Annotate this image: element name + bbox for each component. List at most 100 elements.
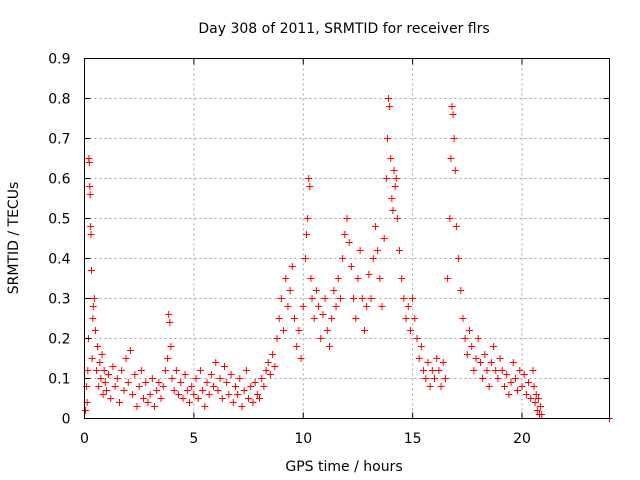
data-point xyxy=(530,383,538,390)
data-point xyxy=(496,355,504,362)
data-point xyxy=(116,399,123,406)
data-point xyxy=(533,407,541,414)
data-point xyxy=(332,303,340,310)
data-point xyxy=(256,395,263,402)
data-point xyxy=(307,275,315,282)
data-point xyxy=(503,371,511,378)
data-point xyxy=(137,367,145,374)
data-point xyxy=(457,287,465,294)
data-point xyxy=(216,375,224,382)
data-point xyxy=(350,295,358,302)
data-point xyxy=(481,351,489,358)
data-point xyxy=(109,363,117,370)
data-point xyxy=(280,327,288,334)
data-point xyxy=(286,287,294,294)
data-point xyxy=(516,367,524,374)
data-point xyxy=(347,263,355,270)
data-point xyxy=(120,387,128,394)
data-point xyxy=(426,383,434,390)
data-point xyxy=(271,363,279,370)
y-tick-label: 0.8 xyxy=(48,92,70,108)
data-point xyxy=(406,327,414,334)
data-point xyxy=(196,367,204,374)
data-point xyxy=(297,355,305,362)
data-point xyxy=(210,383,218,390)
data-point xyxy=(439,359,447,366)
data-point xyxy=(293,343,301,350)
data-point xyxy=(214,387,222,394)
data-point xyxy=(227,371,235,378)
data-point xyxy=(97,375,105,382)
data-point xyxy=(93,367,101,374)
data-point xyxy=(234,391,242,398)
data-point xyxy=(99,391,107,398)
data-point xyxy=(451,167,459,174)
data-point xyxy=(323,327,331,334)
data-point xyxy=(172,367,180,374)
data-point xyxy=(88,267,95,274)
data-point xyxy=(236,375,244,382)
data-point xyxy=(89,315,97,322)
data-point xyxy=(538,411,546,418)
y-tick-label: 0.7 xyxy=(48,132,70,148)
x-tick-label: 10 xyxy=(294,431,312,447)
data-point xyxy=(306,183,314,190)
data-point xyxy=(166,319,174,326)
data-point xyxy=(339,255,347,262)
data-point xyxy=(170,387,178,394)
data-point xyxy=(494,375,502,382)
data-point xyxy=(378,303,386,310)
data-point xyxy=(201,403,209,410)
y-tick-label: 0.2 xyxy=(48,332,70,348)
data-point xyxy=(188,383,196,390)
data-point xyxy=(223,379,231,386)
data-point xyxy=(520,371,528,378)
data-point xyxy=(183,387,191,394)
data-point xyxy=(151,403,158,410)
data-point xyxy=(479,375,487,382)
data-point xyxy=(262,367,270,374)
data-point xyxy=(334,275,342,282)
data-point xyxy=(101,379,109,386)
data-point xyxy=(301,255,309,262)
data-point xyxy=(492,367,500,374)
data-point xyxy=(490,343,498,350)
data-point xyxy=(148,375,156,382)
data-point xyxy=(345,239,353,246)
data-point xyxy=(444,275,452,282)
data-point xyxy=(96,359,104,366)
data-point xyxy=(124,379,132,386)
data-point xyxy=(354,275,362,282)
x-axis: 0 5 10 15 20 xyxy=(80,58,531,447)
data-point xyxy=(282,275,290,282)
data-point xyxy=(417,343,425,350)
data-point xyxy=(343,215,351,222)
data-point xyxy=(88,355,96,362)
data-point xyxy=(291,315,298,322)
data-point xyxy=(245,395,253,402)
data-point xyxy=(295,327,303,334)
data-point xyxy=(131,371,139,378)
data-point xyxy=(310,315,318,322)
y-axis-label: SRMTID / TECUs xyxy=(6,182,22,295)
x-tick-label: 15 xyxy=(404,431,422,447)
gridlines xyxy=(84,58,610,419)
data-point xyxy=(312,287,320,294)
data-point xyxy=(328,315,336,322)
data-point xyxy=(192,375,200,382)
data-point xyxy=(155,379,163,386)
data-point xyxy=(532,391,540,398)
data-point xyxy=(107,395,115,402)
data-point xyxy=(358,295,366,302)
data-point xyxy=(165,311,173,318)
data-point xyxy=(514,387,522,394)
y-tick-label: 0.4 xyxy=(48,252,70,268)
data-point xyxy=(87,223,95,230)
data-point xyxy=(86,191,94,198)
data-point xyxy=(304,215,312,222)
data-point xyxy=(400,295,408,302)
data-point xyxy=(190,391,198,398)
data-point xyxy=(303,231,311,238)
data-point xyxy=(437,383,445,390)
y-tick-label: 0.6 xyxy=(48,172,70,188)
